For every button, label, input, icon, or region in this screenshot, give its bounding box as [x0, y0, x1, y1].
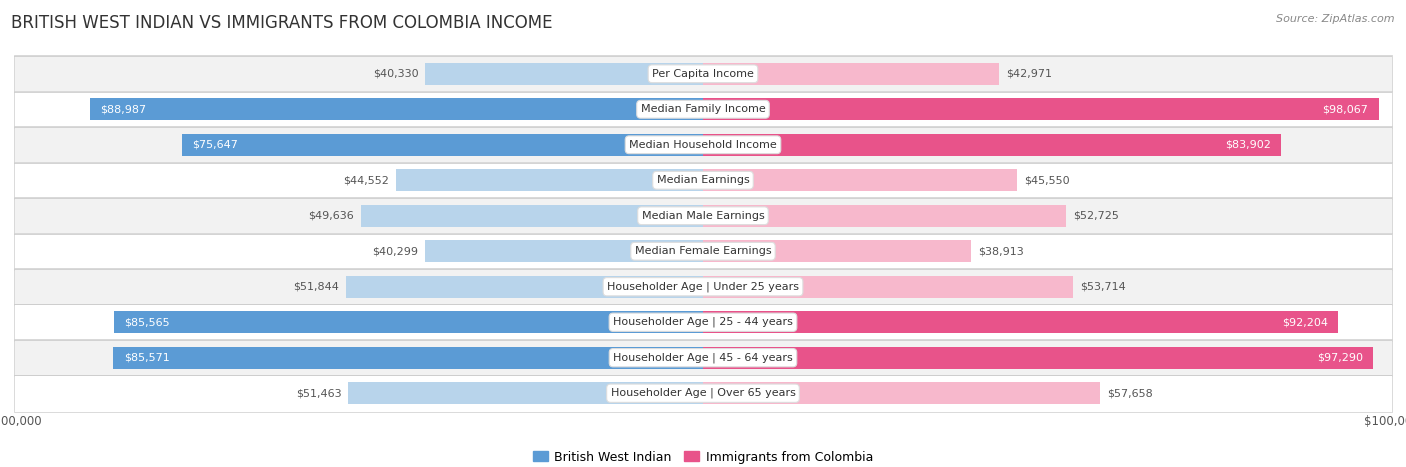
Text: $40,299: $40,299 — [373, 246, 419, 256]
Text: $45,550: $45,550 — [1024, 175, 1070, 185]
Text: Median Female Earnings: Median Female Earnings — [634, 246, 772, 256]
Bar — [349, 382, 703, 404]
Bar — [426, 240, 703, 262]
Text: Householder Age | 25 - 44 years: Householder Age | 25 - 44 years — [613, 317, 793, 327]
Bar — [361, 205, 703, 227]
Text: $51,844: $51,844 — [292, 282, 339, 292]
Text: $38,913: $38,913 — [979, 246, 1024, 256]
Bar — [14, 268, 1392, 305]
Bar — [703, 276, 1073, 298]
Bar — [396, 169, 703, 191]
Bar — [114, 347, 703, 369]
Text: $42,971: $42,971 — [1005, 69, 1052, 79]
Bar — [14, 375, 1392, 412]
Text: Median Family Income: Median Family Income — [641, 104, 765, 114]
Bar — [14, 233, 1392, 270]
Text: $44,552: $44,552 — [343, 175, 389, 185]
Text: Householder Age | 45 - 64 years: Householder Age | 45 - 64 years — [613, 353, 793, 363]
Bar — [703, 63, 1000, 85]
Text: $85,571: $85,571 — [124, 353, 170, 363]
Text: Householder Age | Under 25 years: Householder Age | Under 25 years — [607, 282, 799, 292]
Bar — [703, 169, 1017, 191]
Text: $53,714: $53,714 — [1080, 282, 1126, 292]
Text: Source: ZipAtlas.com: Source: ZipAtlas.com — [1277, 14, 1395, 24]
Bar — [425, 63, 703, 85]
Text: $75,647: $75,647 — [193, 140, 238, 150]
Bar — [14, 91, 1392, 128]
Text: $83,902: $83,902 — [1225, 140, 1271, 150]
Text: $88,987: $88,987 — [100, 104, 146, 114]
Text: $92,204: $92,204 — [1282, 317, 1327, 327]
Bar — [703, 382, 1101, 404]
Bar — [14, 126, 1392, 163]
Bar — [90, 98, 703, 120]
Text: Median Male Earnings: Median Male Earnings — [641, 211, 765, 221]
Text: $40,330: $40,330 — [373, 69, 418, 79]
Text: Householder Age | Over 65 years: Householder Age | Over 65 years — [610, 388, 796, 398]
Text: $85,565: $85,565 — [124, 317, 170, 327]
Text: $57,658: $57,658 — [1107, 388, 1153, 398]
Text: BRITISH WEST INDIAN VS IMMIGRANTS FROM COLOMBIA INCOME: BRITISH WEST INDIAN VS IMMIGRANTS FROM C… — [11, 14, 553, 32]
Bar — [14, 197, 1392, 234]
Text: $51,463: $51,463 — [295, 388, 342, 398]
Text: Median Household Income: Median Household Income — [628, 140, 778, 150]
Bar — [14, 339, 1392, 376]
Bar — [14, 55, 1392, 92]
Bar — [181, 134, 703, 156]
Bar — [703, 205, 1066, 227]
Bar — [14, 304, 1392, 341]
Bar — [703, 98, 1379, 120]
Text: Per Capita Income: Per Capita Income — [652, 69, 754, 79]
Text: $49,636: $49,636 — [308, 211, 354, 221]
Bar — [703, 134, 1281, 156]
Text: $98,067: $98,067 — [1323, 104, 1368, 114]
Bar — [703, 240, 972, 262]
Text: $52,725: $52,725 — [1073, 211, 1119, 221]
Text: $97,290: $97,290 — [1317, 353, 1362, 363]
Bar — [703, 311, 1339, 333]
Bar — [14, 162, 1392, 199]
Text: Median Earnings: Median Earnings — [657, 175, 749, 185]
Bar — [114, 311, 703, 333]
Legend: British West Indian, Immigrants from Colombia: British West Indian, Immigrants from Col… — [529, 446, 877, 467]
Bar — [703, 347, 1374, 369]
Bar — [346, 276, 703, 298]
